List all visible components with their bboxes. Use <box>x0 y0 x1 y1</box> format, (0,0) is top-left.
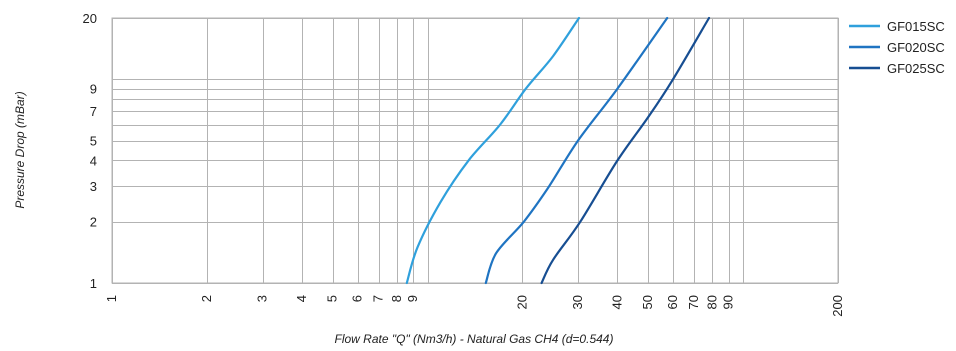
x-tick-label: 40 <box>609 295 624 309</box>
plot-frame <box>111 17 839 284</box>
x-tick-label: 2 <box>199 295 214 302</box>
series-lines <box>405 16 711 285</box>
y-tick-label: 2 <box>90 215 97 230</box>
x-tick-label: 7 <box>371 295 386 302</box>
y-tick-label: 4 <box>90 153 97 168</box>
legend-label-gf020sc: GF020SC <box>887 40 945 55</box>
x-tick-label: 1 <box>104 295 119 302</box>
x-tick-label: 20 <box>514 295 529 309</box>
x-tick-label: 50 <box>640 295 655 309</box>
x-tick-label: 9 <box>405 295 420 302</box>
y-tick-label: 3 <box>90 179 97 194</box>
x-tick-label: 70 <box>686 295 701 309</box>
x-axis-title: Flow Rate "Q" (Nm3/h) - Natural Gas CH4 … <box>335 332 614 346</box>
y-axis-title: Pressure Drop (mBar) <box>13 91 27 208</box>
y-tick-label: 7 <box>90 104 97 119</box>
y-tick-label: 9 <box>90 82 97 97</box>
legend-label-gf015sc: GF015SC <box>887 19 945 34</box>
x-tick-label: 8 <box>389 295 404 302</box>
y-tick-labels: 1 2 3 4 5 7 9 20 <box>83 11 97 291</box>
series-line-gf020sc <box>484 16 669 285</box>
y-tick-label: 1 <box>90 276 97 291</box>
x-tick-label: 90 <box>721 295 736 309</box>
x-tick-label: 30 <box>570 295 585 309</box>
x-tick-label: 80 <box>704 295 719 309</box>
x-tick-label: 200 <box>830 295 845 317</box>
grid-lines <box>112 18 839 284</box>
x-tick-label: 6 <box>350 295 365 302</box>
x-tick-label: 60 <box>665 295 680 309</box>
x-tick-label: 4 <box>294 295 309 302</box>
x-tick-label: 5 <box>325 295 340 302</box>
x-tick-label: 3 <box>255 295 270 302</box>
series-line-gf025sc <box>540 16 711 285</box>
legend: GF015SC GF020SC GF025SC <box>849 19 945 76</box>
y-tick-label: 5 <box>90 134 97 149</box>
series-line-gf015sc <box>405 16 581 285</box>
y-tick-label: 20 <box>83 11 97 26</box>
legend-label-gf025sc: GF025SC <box>887 61 945 76</box>
x-tick-labels: 1 2 3 4 5 6 7 8 9 20 30 40 50 60 70 80 90 200 <box>104 295 845 317</box>
